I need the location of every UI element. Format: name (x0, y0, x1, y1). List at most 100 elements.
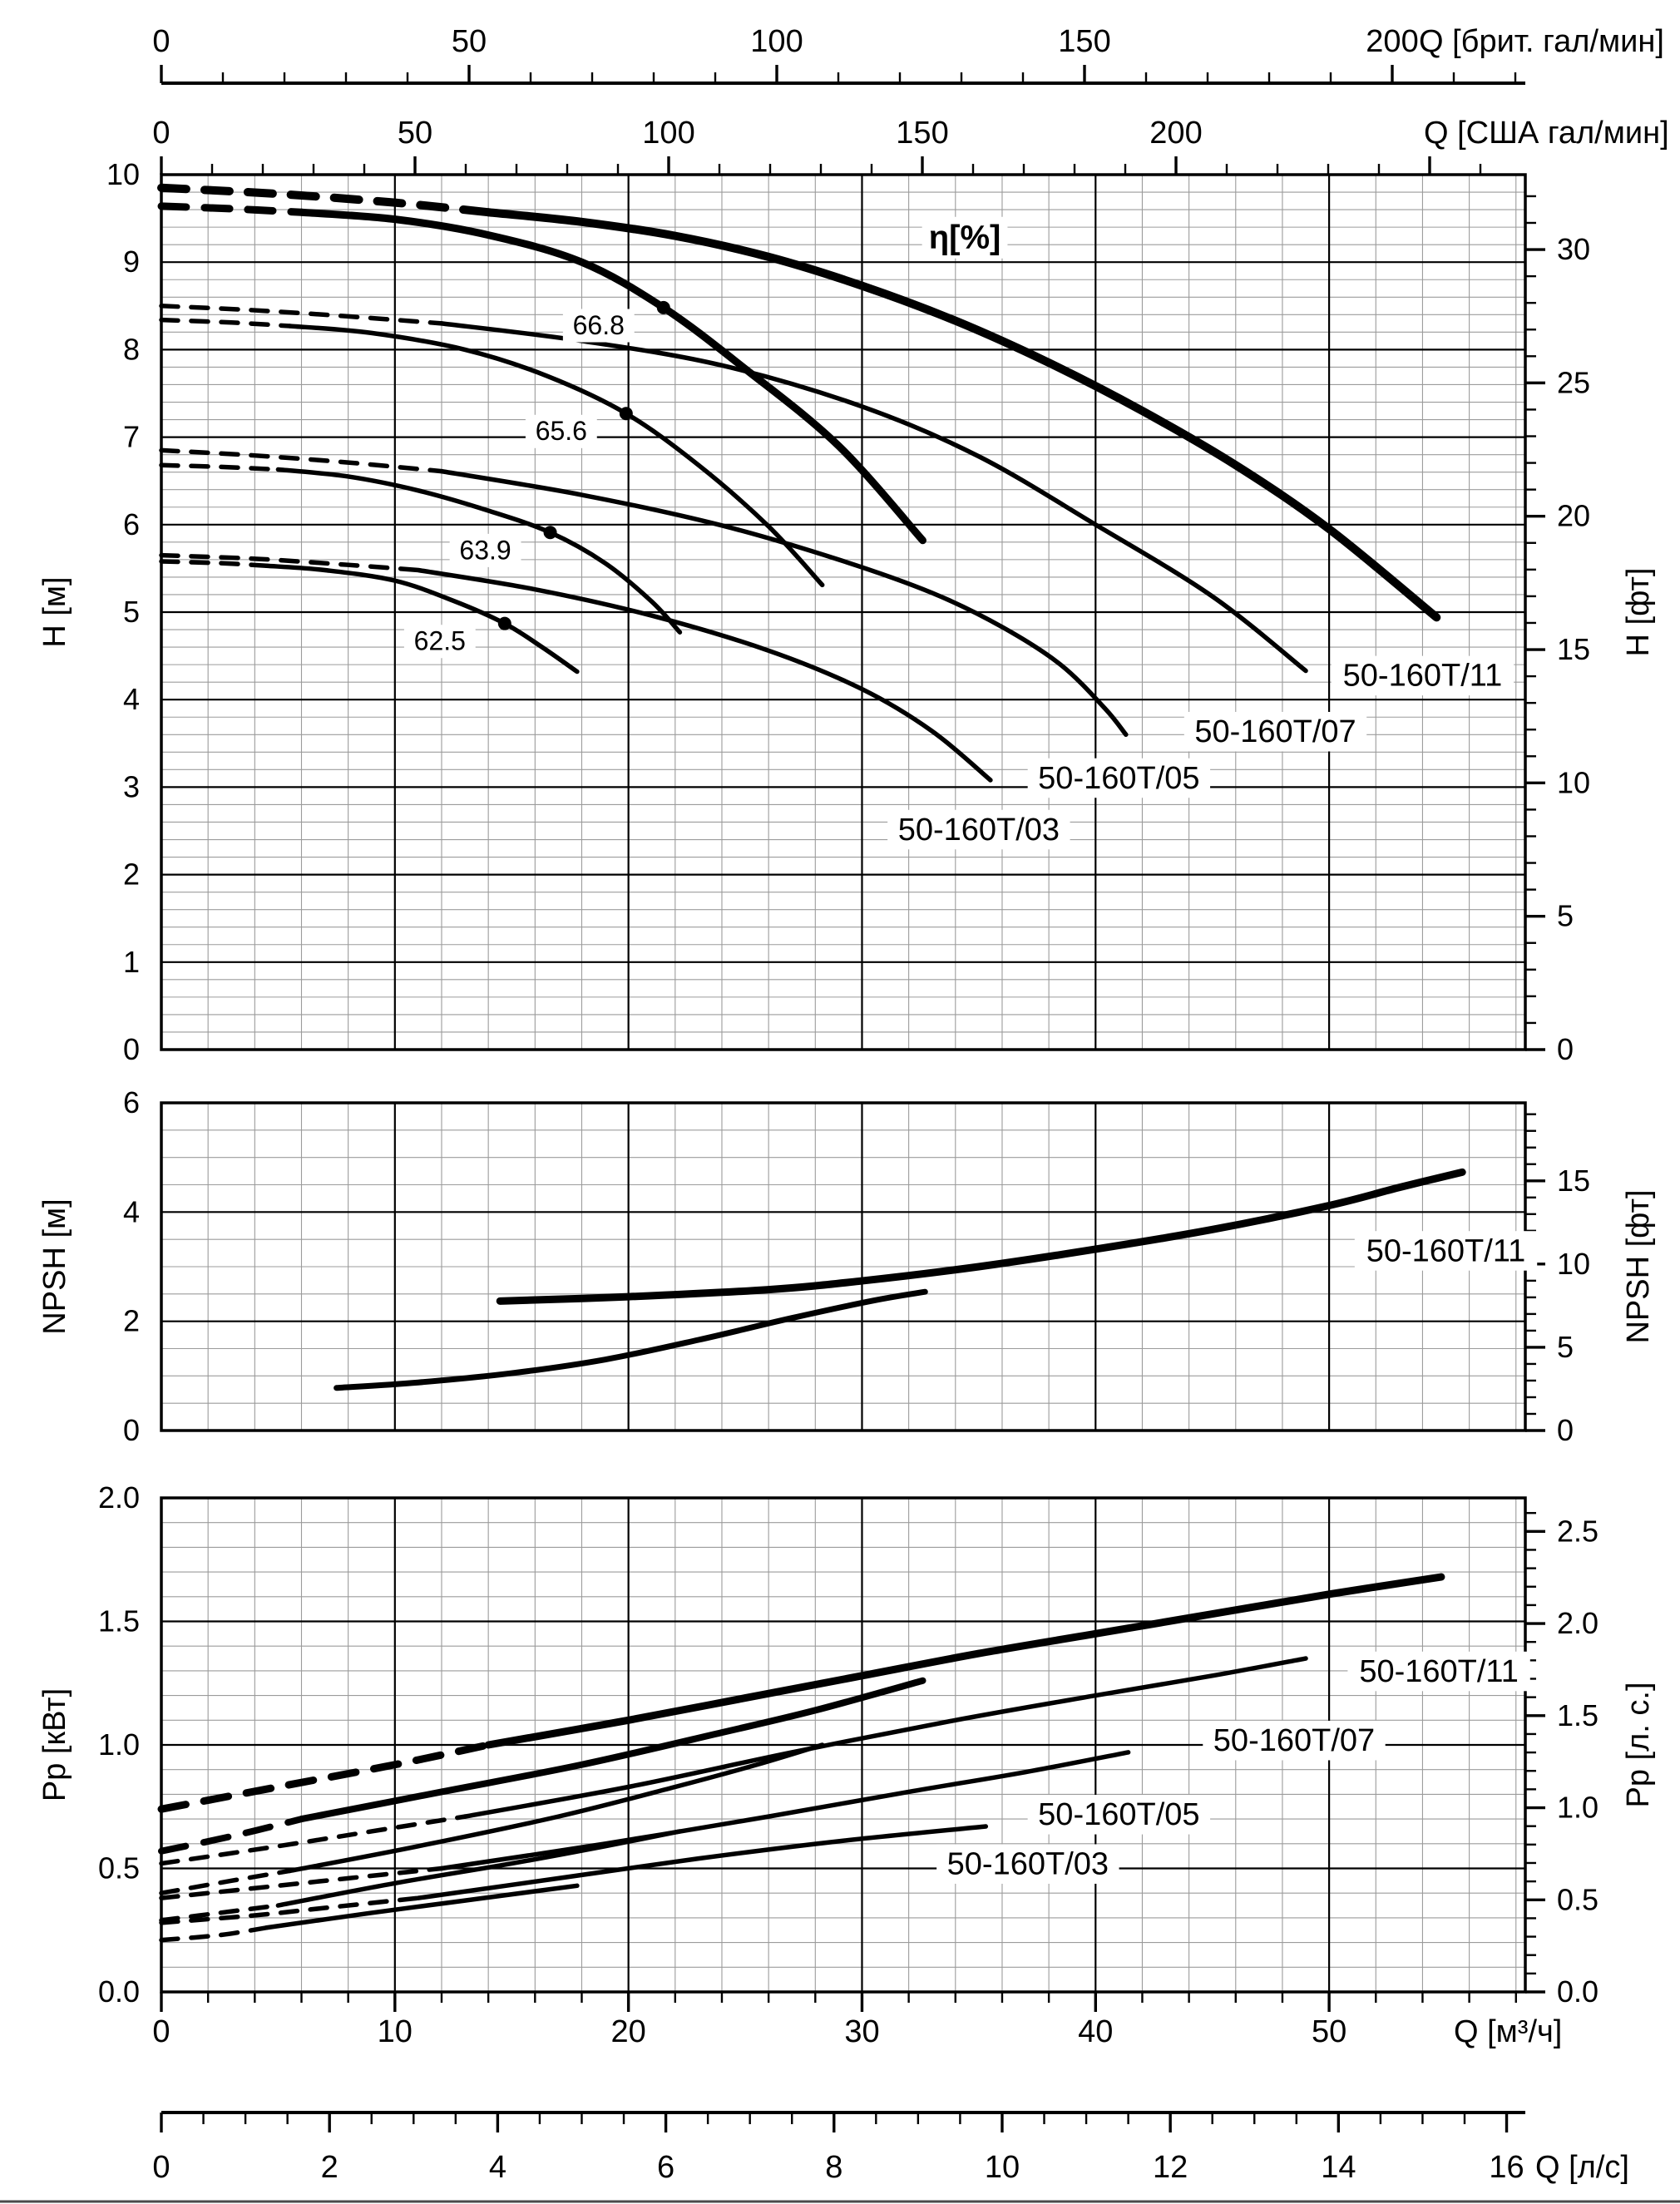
eta-percent-label-bg (922, 216, 1008, 259)
curve-dashed-segment (157, 183, 493, 217)
m3h-tick: 20 (611, 2014, 646, 2049)
curve-solid-segment (275, 467, 683, 635)
curve-50-160T-05-duty (159, 462, 683, 635)
y-tick-label-right: 2.0 (1557, 1606, 1598, 1640)
y-tick-label: 5 (123, 595, 140, 629)
ls-tick: 10 (985, 2150, 1020, 2185)
ls-tick: 16 (1489, 2150, 1524, 2185)
curve-label-50-160T-11-bg (1347, 1651, 1530, 1692)
power-yaxis-title-right: Pp [л. с.] (1621, 1683, 1656, 1808)
ls-tick: 4 (489, 2150, 506, 2185)
npsh-yaxis-title-right: NPSH [фт] (1621, 1189, 1656, 1343)
curve-label-50-160T-05-bg (1027, 758, 1211, 798)
bep-value-62.5-bg (403, 625, 476, 659)
curve-label-50-160T-11: 50-160T/11 (1343, 659, 1503, 694)
curve-dashed-segment (159, 317, 293, 329)
imp-gpm-tick: 50 (452, 24, 487, 59)
curve-50-160T-03-power-duty (159, 1883, 580, 1943)
npsh-right-tick-labels: 0 5 10 15 (1557, 1164, 1590, 1447)
y-tick-label: 10 (106, 157, 140, 191)
curve-label-50-160T-05-bg (1027, 1795, 1211, 1835)
curve-solid-segment (416, 567, 993, 783)
y-tick-label: 4 (123, 682, 140, 716)
y-tick-label: 3 (123, 769, 140, 803)
curve-label-50-160T-11-bg (1331, 655, 1514, 696)
power-right-tick-labels: 0.0 0.5 1.0 1.5 2.0 2.5 (1557, 1514, 1598, 2009)
curve-solid-segment (439, 468, 1129, 738)
y-tick-label-right: 2.5 (1557, 1514, 1598, 1548)
bep-dot (497, 616, 511, 630)
bep-dot (656, 300, 670, 314)
curve-dashed-segment (159, 447, 444, 474)
bep-value-63.9: 63.9 (459, 535, 511, 565)
y-tick-label: 0.0 (98, 1974, 140, 2009)
head-frame (160, 173, 1527, 1051)
head-right-ticks (1525, 195, 1545, 1051)
y-tick-label-right: 10 (1557, 1247, 1590, 1281)
npsh-panel: 50-160T/11 0 2 4 6 0 5 10 15 NPSH [м] NPSH [фт] (37, 1085, 1656, 1447)
imp-gpm-tick: 100 (750, 24, 803, 59)
curve-dashed-segment (159, 1868, 293, 1895)
curve-50-160T-11-duty (157, 202, 926, 545)
curve-dashed-segment (157, 1741, 492, 1813)
curve-label-50-160T-07: 50-160T/07 (1213, 1723, 1375, 1758)
y-tick-label-right: 0 (1557, 1413, 1574, 1447)
curve-label-50-160T-05: 50-160T/05 (1038, 761, 1199, 796)
curve-solid-segment (462, 1656, 1308, 1819)
ls-axis-label: Q [л/с] (1535, 2150, 1629, 2185)
curve-solid-segment (416, 1824, 989, 1900)
y-tick-label-right: 25 (1557, 365, 1590, 399)
us-gpm-tick: 50 (398, 116, 432, 151)
y-tick-label: 1 (123, 945, 140, 979)
npsh-left-tick-labels: 0 2 4 6 (123, 1085, 140, 1447)
us-gpm-tick: 200 (1149, 116, 1202, 151)
ls-tick: 14 (1321, 2150, 1356, 2185)
power-yaxis-title-left: Pp [кВт] (37, 1688, 72, 1801)
head-right-tick-labels: 0 5 10 15 20 25 30 (1557, 232, 1590, 1066)
curve-label-50-160T-05: 50-160T/05 (1038, 1797, 1199, 1832)
curve-solid-segment (264, 1883, 580, 1930)
us-gpm-tick: 100 (642, 116, 694, 151)
curve-solid-segment (264, 563, 580, 675)
y-tick-label: 0 (123, 1032, 140, 1066)
y-tick-label-right: 15 (1557, 632, 1590, 666)
curve-dashed-segment (159, 552, 421, 573)
y-tick-label: 4 (123, 1194, 140, 1228)
y-tick-label: 7 (123, 420, 140, 454)
curve-npsh-lower (334, 1288, 928, 1391)
y-tick-label: 6 (123, 1085, 140, 1119)
curve-dashed-segment (159, 1814, 467, 1866)
curve-label-50-160T-07-bg (1183, 711, 1367, 752)
y-tick-label-right: 0.0 (1557, 1974, 1598, 2009)
curve-50-160T-11-nominal (157, 183, 1441, 622)
imp-gpm-tick: 200 (1366, 24, 1418, 59)
imp-gpm-tick: 0 (152, 24, 170, 59)
y-tick-label-right: 20 (1557, 499, 1590, 533)
top-flow-axes: 0 50 100 150 200 Q [брит. гал/мин]0 50 100 150 20… (152, 24, 1669, 175)
y-tick-label: 1.0 (98, 1727, 140, 1762)
ls-tick: 0 (152, 2150, 170, 2185)
bep-value-66.8: 66.8 (573, 310, 625, 340)
curve-50-160T-11-npsh (496, 1168, 1466, 1305)
curve-50-160T-11-power-nominal (157, 1573, 1445, 1813)
curve-label-50-160T-03-bg (936, 1844, 1119, 1884)
ls-tick: 8 (825, 2150, 842, 2185)
power-grid-major (161, 1498, 1525, 1992)
y-tick-label: 0 (123, 1413, 140, 1447)
head-panel: 66.8 65.6 63.9 62.5 50-160T/11 50-160T/07 50-1… (37, 157, 1656, 1066)
y-tick-label-right: 0 (1557, 1032, 1574, 1066)
y-tick-label: 8 (123, 332, 140, 366)
curve-label-50-160T-07-bg (1203, 1720, 1386, 1761)
head-left-tick-labels: 0 1 2 3 4 5 6 7 8 9 10 (106, 157, 140, 1066)
curve-dashed-segment (159, 559, 269, 568)
curve-50-160T-07-power-duty (159, 1742, 825, 1895)
bep-value-66.8-bg (562, 309, 635, 343)
m3h-tick: 0 (152, 2014, 170, 2049)
ls-tick: 2 (321, 2150, 338, 2185)
bep-value-63.9-bg (449, 533, 521, 567)
y-tick-label-right: 0.5 (1557, 1882, 1598, 1916)
m3h-tick: 30 (844, 2014, 879, 2049)
curve-dashed-segment (159, 1903, 281, 1923)
curve-label-50-160T-03: 50-160T/03 (898, 813, 1060, 848)
